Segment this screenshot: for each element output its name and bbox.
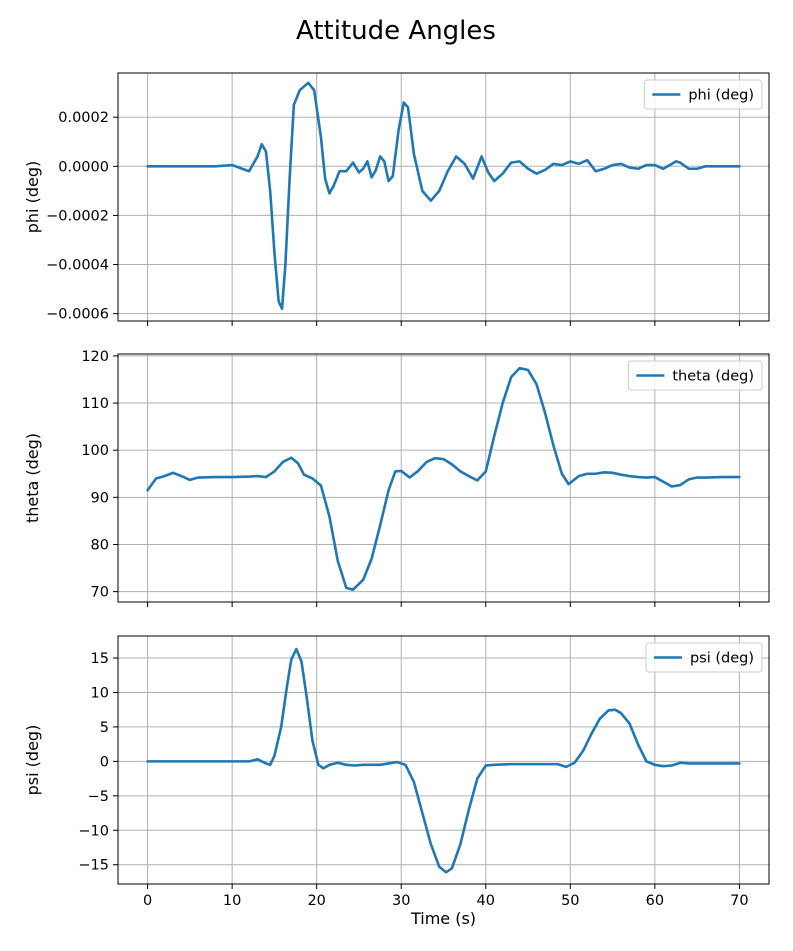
x-tick-label: 50	[561, 893, 579, 909]
x-tick-label: 20	[307, 893, 325, 909]
x-tick-label: 40	[477, 893, 495, 909]
x-tick-label: 0	[143, 893, 152, 909]
legend: phi (deg)	[643, 79, 763, 110]
y-tick-label: 0.0000	[58, 159, 109, 175]
y-tick-label: 110	[81, 396, 109, 412]
subplot-2: 0 10 20 30 40 50 60 70 −15 −10 −5 0 5 10 15 psi (deg) Ti…	[23, 635, 770, 928]
y-tick-label: −0.0002	[46, 208, 109, 224]
series-line	[146, 81, 741, 311]
y-tick-label: −5	[88, 789, 109, 805]
series-line	[146, 647, 741, 874]
subplots: −0.0006 −0.0004 −0.0002 0.0000 0.0002 phi (de…	[23, 72, 770, 928]
subplot-1: 70 80 90 100 110 120 theta (deg) theta (deg)	[23, 349, 770, 607]
y-tick-label: −10	[78, 823, 109, 839]
x-tick-label: 30	[392, 893, 410, 909]
legend-label: psi (deg)	[690, 651, 754, 667]
y-tick-label: 10	[91, 685, 109, 701]
legend-box	[645, 642, 763, 673]
y-axis-label: theta (deg)	[23, 433, 42, 523]
y-tick-label: 5	[100, 720, 109, 736]
y-tick-label: −15	[78, 858, 109, 874]
y-axis-label: phi (deg)	[23, 161, 42, 233]
figure-title: Attitude Angles	[296, 16, 496, 46]
legend-label: phi (deg)	[688, 88, 754, 104]
legend-box	[627, 360, 763, 391]
y-tick-label: 0.0002	[58, 110, 109, 126]
x-axis-label: Time (s)	[410, 909, 476, 928]
y-tick-label: 120	[81, 349, 109, 365]
y-tick-label: 80	[91, 537, 109, 553]
y-tick-label: 70	[91, 585, 109, 601]
legend-box	[643, 79, 763, 110]
y-axis-label: psi (deg)	[23, 725, 42, 796]
y-tick-label: −0.0006	[46, 307, 109, 323]
y-tick-label: 0	[100, 754, 109, 770]
y-tick-label: 100	[81, 443, 109, 459]
x-tick-label: 60	[646, 893, 664, 909]
y-tick-label: 15	[91, 651, 109, 667]
axes-frame	[117, 353, 770, 603]
y-tick-label: 90	[91, 490, 109, 506]
axes-frame	[117, 635, 770, 885]
legend: psi (deg)	[645, 642, 763, 673]
axes-frame	[117, 72, 770, 322]
x-tick-label: 10	[223, 893, 241, 909]
subplot-0: −0.0006 −0.0004 −0.0002 0.0000 0.0002 phi (de…	[23, 72, 770, 326]
legend: theta (deg)	[627, 360, 763, 391]
series-line	[146, 366, 741, 592]
y-tick-label: −0.0004	[46, 258, 109, 274]
x-tick-label: 70	[730, 893, 748, 909]
legend-label: theta (deg)	[672, 369, 754, 385]
